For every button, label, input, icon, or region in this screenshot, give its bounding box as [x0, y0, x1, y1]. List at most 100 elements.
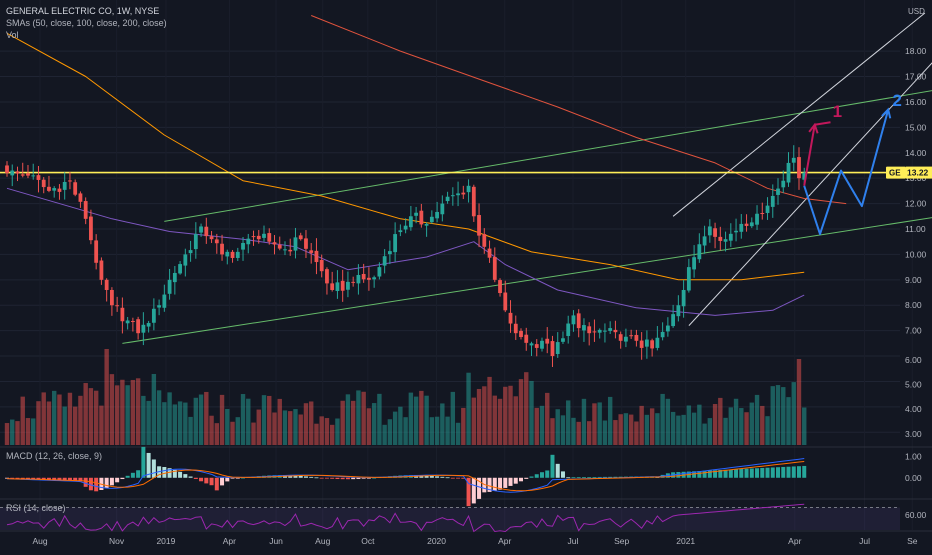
- macd-histogram-bar: [755, 468, 760, 478]
- macd-histogram-bar: [366, 477, 371, 479]
- candle: [503, 280, 508, 313]
- candle: [734, 218, 738, 242]
- volume-bar: [36, 401, 41, 445]
- candle-body: [183, 254, 188, 266]
- volume-bar: [204, 391, 209, 445]
- candle-body: [545, 338, 550, 344]
- macd-histogram-bar: [466, 477, 471, 507]
- time-axis: Aug Nov 2019 Apr Jun Aug Oct 2020 Apr Jul Sep 2021 A…: [32, 536, 917, 546]
- volume-bar: [744, 412, 749, 445]
- volume-bar: [15, 421, 20, 445]
- candle: [765, 197, 770, 220]
- volume-bar: [765, 416, 770, 445]
- candle-body: [576, 313, 581, 329]
- candle-body: [393, 234, 398, 253]
- candle-body: [765, 205, 770, 213]
- volume-bar: [361, 391, 366, 445]
- candle: [151, 298, 156, 331]
- macd-histogram-bar: [592, 477, 597, 478]
- volume-bar: [130, 379, 136, 445]
- candle-body: [120, 307, 125, 322]
- volume-bar: [135, 378, 141, 445]
- price-tick-label: 7.00: [905, 326, 922, 336]
- candle: [288, 238, 293, 256]
- candle-body: [151, 308, 156, 323]
- candle: [36, 165, 41, 193]
- volume-bar: [802, 407, 807, 445]
- candle-body: [230, 251, 235, 258]
- candle-body: [603, 330, 607, 332]
- time-tick-label: Se: [907, 536, 918, 546]
- macd-tick-label: 1.00: [905, 451, 922, 461]
- candle: [5, 161, 9, 177]
- rsi-legend[interactable]: RSI (14, close): [6, 503, 66, 513]
- macd-histogram-bar: [125, 475, 130, 478]
- macd-histogram-bar: [235, 477, 240, 479]
- volume-bar: [670, 411, 676, 445]
- macd-histogram-bar: [461, 477, 466, 479]
- macd-histogram-bar: [57, 477, 62, 481]
- candle: [68, 171, 72, 190]
- candle-body: [251, 236, 256, 238]
- candle: [629, 329, 634, 339]
- candle: [15, 166, 20, 182]
- volume-bar: [52, 390, 57, 445]
- candle-body: [498, 280, 502, 294]
- candle-body: [519, 330, 523, 337]
- volume-bar: [93, 390, 99, 445]
- candle: [692, 245, 696, 278]
- macd-histogram-bar: [498, 477, 503, 490]
- volume-bar: [739, 408, 744, 445]
- candle: [477, 203, 481, 248]
- volume-bar: [781, 387, 786, 445]
- macd-legend[interactable]: MACD (12, 26, close, 9): [6, 451, 103, 461]
- volume-bar: [786, 397, 791, 445]
- macd-histogram-bar: [241, 477, 246, 479]
- volume-bar: [686, 405, 692, 445]
- macd-histogram-bar: [791, 466, 796, 478]
- candle: [136, 316, 141, 340]
- candle-body: [209, 236, 214, 240]
- volume-bar: [545, 392, 550, 445]
- candle: [199, 223, 203, 237]
- candle: [340, 269, 345, 302]
- time-tick-label: Sep: [614, 536, 629, 546]
- volume-bar: [712, 403, 718, 445]
- volume-bar: [754, 394, 760, 445]
- candle: [372, 275, 377, 288]
- candle: [624, 328, 628, 348]
- candle: [335, 270, 340, 299]
- volume-bar: [697, 404, 702, 445]
- candle-body: [398, 230, 403, 233]
- candle: [377, 262, 382, 280]
- volume-legend[interactable]: Vol: [6, 30, 19, 40]
- volume-bar: [728, 407, 734, 445]
- rsi-line: [6, 503, 805, 533]
- candle: [597, 328, 602, 339]
- candle: [325, 267, 329, 295]
- candle-body: [781, 180, 786, 188]
- candle: [10, 164, 15, 187]
- sma-legend[interactable]: SMAs (50, close, 100, close, 200, close): [6, 18, 167, 28]
- time-tick-label: Aug: [315, 536, 330, 546]
- volume-bar: [775, 385, 781, 445]
- volume-bar: [529, 380, 534, 445]
- candle-body: [162, 294, 167, 308]
- volume-bar: [534, 407, 539, 445]
- candle: [47, 175, 51, 193]
- candle-body: [372, 277, 377, 280]
- volume-bar: [214, 423, 219, 445]
- volume-bar: [461, 407, 466, 445]
- volume-bar: [193, 397, 199, 445]
- macd-histogram-bar: [697, 471, 702, 478]
- volume-bar: [99, 405, 104, 445]
- candle: [781, 170, 786, 194]
- candle: [576, 309, 581, 338]
- macd-histogram-bar: [136, 470, 141, 478]
- candle-body: [629, 335, 634, 337]
- macd-histogram-bar: [172, 469, 177, 478]
- sma-200-line: [311, 15, 847, 205]
- volume-bar: [230, 421, 235, 445]
